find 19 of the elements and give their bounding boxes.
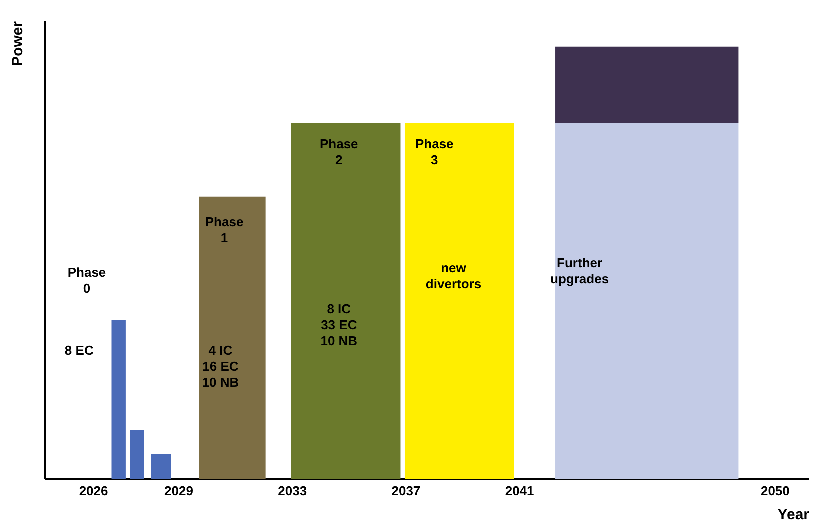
annotation: Phase 2	[320, 136, 358, 168]
annotation: Phase 0	[68, 264, 106, 296]
annotation: Phase 3	[415, 136, 454, 168]
x-tick-label: 2033	[278, 484, 308, 498]
x-tick-label: 2041	[505, 484, 534, 498]
y-axis-title: Power	[10, 21, 26, 67]
bar	[199, 196, 266, 479]
x-tick-label: 2026	[79, 484, 108, 498]
x-tick-label: 2037	[392, 484, 421, 498]
annotation: 8 EC	[64, 342, 94, 358]
x-axis-title: Year	[778, 506, 810, 524]
annotation: new divertors	[426, 260, 482, 292]
x-tick-label: 2029	[164, 484, 194, 498]
x-tick-label: 2050	[760, 484, 790, 498]
annotation: 8 IC 33 EC 10 NB	[320, 302, 358, 349]
bar	[556, 46, 739, 123]
annotation: Phase 1	[205, 214, 244, 246]
annotation: 4 IC 16 EC 10 NB	[202, 342, 240, 390]
annotation: Further upgrades	[550, 256, 610, 287]
